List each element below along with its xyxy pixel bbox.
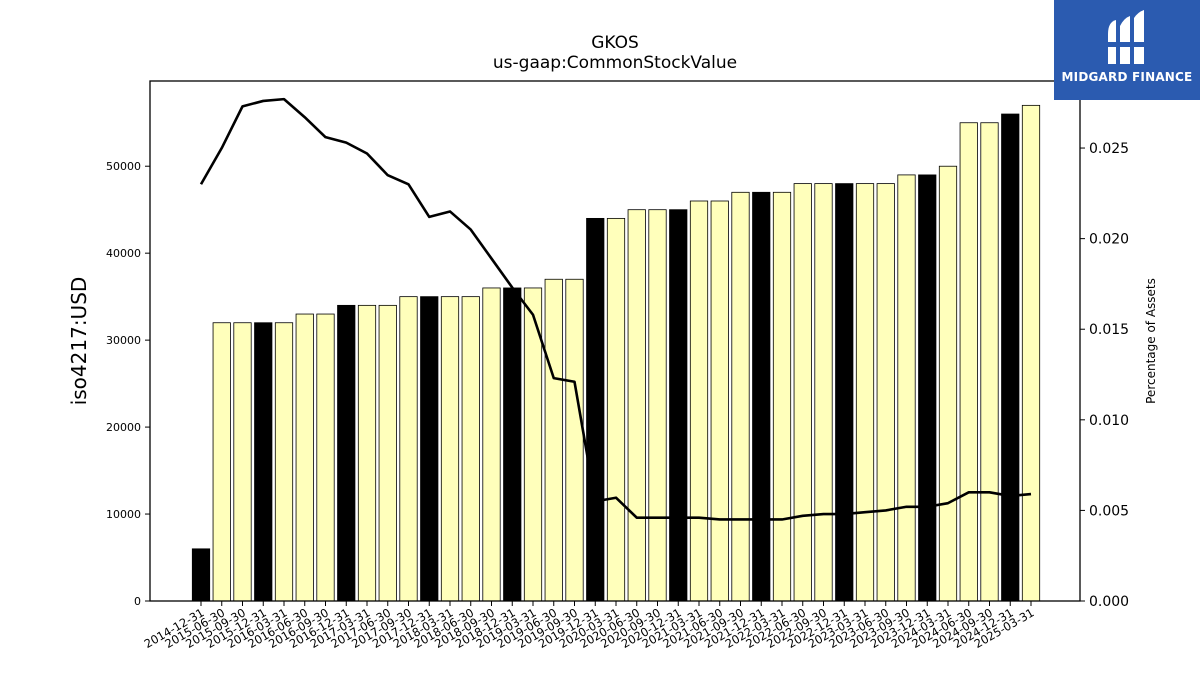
logo-text: MIDGARD FINANCE [1061,70,1193,84]
bar-2021-12-31 [752,191,771,602]
bar-2018-06-30 [461,296,480,602]
bar-2020-03-31 [606,217,626,602]
bar-2017-06-30 [378,304,397,602]
bar-2019-12-31 [586,217,605,602]
bar-2021-03-31 [689,200,709,602]
bar-2015-06-30 [212,322,231,602]
bar-2019-06-30 [544,278,563,602]
bar-2017-03-31 [357,304,377,602]
y2-tick-label: 0.005 [1089,503,1129,519]
bar-2019-09-30 [565,278,584,602]
bar-2014-12-31 [191,548,211,602]
bar-2021-09-30 [731,191,750,602]
bars-group [191,104,1041,602]
bar-2023-03-31 [855,183,875,602]
bar-2024-03-31 [938,165,958,602]
y2-tick-label: 0.010 [1089,413,1129,429]
y2-axis-ticks: 0.000 0.005 0.010 0.015 0.020 0.025 [1080,141,1129,610]
x-axis-ticks: 2014-12-312015-06-302015-09-302015-12-31… [142,601,1037,651]
bar-2022-03-31 [772,191,792,602]
y2-tick-label: 0.000 [1089,594,1129,610]
chart-subtitle: us-gaap:CommonStockValue [493,53,737,73]
bar-2020-12-31 [669,209,688,602]
y2-tick-label: 0.015 [1089,322,1129,338]
y-tick-label: 30000 [106,334,141,347]
brand-logo: MIDGARD FINANCE [1054,0,1200,100]
y-tick-label: 10000 [106,508,141,521]
bar-2016-06-30 [295,313,314,602]
chart-title: GKOS [591,33,639,53]
bar-2022-12-31 [835,183,854,602]
bar-2018-03-31 [440,296,460,602]
bar-2024-06-30 [959,122,978,602]
percentage-line [199,97,1032,521]
y-tick-label: 0 [134,595,141,608]
bar-2023-06-30 [876,183,895,602]
bar-2022-09-30 [814,183,833,602]
bar-2023-12-31 [918,174,937,602]
y-tick-label: 50000 [106,160,141,173]
midgard-logo-icon [1106,10,1146,64]
bar-2020-06-30 [627,209,646,602]
bar-2015-09-30 [233,322,252,602]
bar-2021-06-30 [710,200,729,602]
bar-2017-12-31 [420,296,439,602]
bar-2018-09-30 [482,287,501,602]
y-tick-label: 20000 [106,421,141,434]
bar-2023-09-30 [897,174,916,602]
bar-2025-03-31 [1021,104,1041,602]
bar-2016-09-30 [316,313,335,602]
bar-2024-09-30 [980,122,999,602]
bar-2015-12-31 [254,322,273,602]
bar-2022-06-30 [793,183,812,602]
bar-2017-09-30 [399,296,418,602]
y2-axis-label: Percentage of Assets [1144,278,1158,404]
y2-tick-label: 0.020 [1089,232,1129,248]
plot-frame [149,80,1081,602]
y-axis-ticks: 0 10000 20000 30000 40000 50000 [106,160,150,608]
y-axis-label: iso4217:USD [67,277,91,406]
bar-2024-12-31 [1001,113,1020,602]
bar-2016-03-31 [274,322,294,602]
bar-2018-12-31 [503,287,522,602]
y2-tick-label: 0.025 [1089,141,1129,157]
bar-2016-12-31 [337,304,356,602]
y-tick-label: 40000 [106,247,141,260]
bar-2020-09-30 [648,209,667,602]
